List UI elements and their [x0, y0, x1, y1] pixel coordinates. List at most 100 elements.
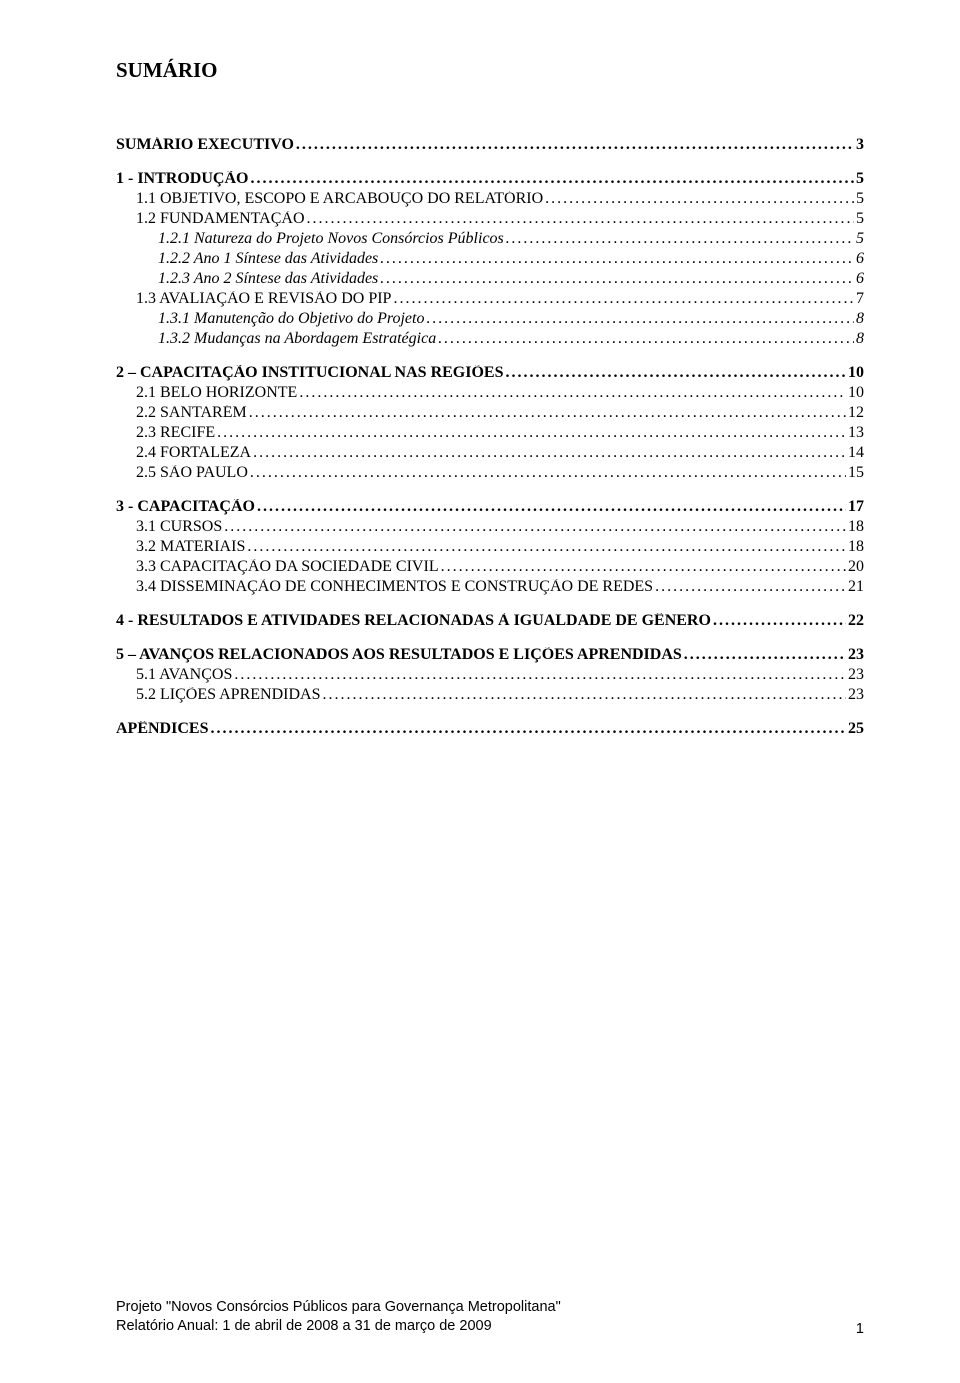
toc-entry: 2.3 RECIFE13 [116, 425, 864, 441]
toc-dot-leader [653, 579, 846, 595]
toc-entry-label: 5.2 LIÇÕES APRENDIDAS [136, 687, 320, 703]
toc-dot-leader [504, 231, 854, 247]
toc-entry: 5.2 LIÇÕES APRENDIDAS 23 [116, 687, 864, 703]
toc-entry-label: APÊNDICES [116, 721, 208, 737]
toc-entry-page: 5 [854, 211, 864, 227]
toc-entry-page: 25 [846, 721, 864, 737]
toc-entry-page: 23 [846, 667, 864, 683]
toc-entry-page: 3 [854, 137, 864, 153]
toc-entry-page: 8 [854, 331, 864, 347]
toc-entry-page: 21 [846, 579, 864, 595]
toc-entry-label: 3 - CAPACITAÇÃO [116, 499, 255, 515]
toc-dot-leader [248, 171, 854, 187]
footer-line-2: Relatório Anual: 1 de abril de 2008 a 31… [116, 1317, 561, 1337]
toc-entry-label: 3.3 CAPACITAÇÃO DA SOCIEDADE CIVIL [136, 559, 439, 575]
toc-dot-leader [436, 331, 854, 347]
toc-dot-leader [215, 425, 846, 441]
toc-dot-leader [297, 385, 846, 401]
toc-entry-label: 1.2.1 Natureza do Projeto Novos Consórci… [158, 231, 504, 247]
toc-entry-label: 3.4 DISSEMINAÇÃO DE CONHECIMENTOS E CONS… [136, 579, 653, 595]
page-title: SUMÁRIO [116, 58, 864, 83]
toc-dot-leader [378, 251, 854, 267]
toc-entry: 5.1 AVANÇOS 23 [116, 667, 864, 683]
toc-dot-leader [391, 291, 854, 307]
toc-dot-leader [320, 687, 846, 703]
toc-dot-leader [248, 465, 846, 481]
toc-dot-leader [251, 445, 846, 461]
toc-entry: 3.2 MATERIAIS 18 [116, 539, 864, 555]
toc-entry: 1 - INTRODUÇÃO 5 [116, 171, 864, 187]
toc-entry-label: 2 – CAPACITAÇÃO INSTITUCIONAL NAS REGIÕE… [116, 365, 503, 381]
toc-entry-page: 10 [846, 385, 864, 401]
toc-entry: 1.1 OBJETIVO, ESCOPO E ARCABOUÇO DO RELA… [116, 191, 864, 207]
toc-dot-leader [439, 559, 846, 575]
toc-entry-page: 10 [846, 365, 864, 381]
toc-dot-leader [305, 211, 855, 227]
toc-entry-label: 5.1 AVANÇOS [136, 667, 232, 683]
toc-entry-label: 2.4 FORTALEZA [136, 445, 251, 461]
toc-entry-page: 18 [846, 539, 864, 555]
toc-entry-label: 2.2 SANTARÉM [136, 405, 247, 421]
toc-entry-page: 23 [846, 687, 864, 703]
toc-entry: 1.2 FUNDAMENTAÇÃO 5 [116, 211, 864, 227]
toc-entry-label: 1.3.2 Mudanças na Abordagem Estratégica [158, 331, 436, 347]
toc-entry-label: 1.2 FUNDAMENTAÇÃO [136, 211, 305, 227]
toc-dot-leader [294, 137, 854, 153]
toc-entry-page: 5 [854, 171, 864, 187]
toc-entry-label: 4 - RESULTADOS E ATIVIDADES RELACIONADAS… [116, 613, 711, 629]
toc-entry-page: 17 [846, 499, 864, 515]
toc-entry: 1.2.2 Ano 1 Síntese das Atividades 6 [116, 251, 864, 267]
toc-entry-label: 2.5 SÃO PAULO [136, 465, 248, 481]
toc-entry: 3.3 CAPACITAÇÃO DA SOCIEDADE CIVIL 20 [116, 559, 864, 575]
footer-text: Projeto "Novos Consórcios Públicos para … [116, 1298, 561, 1337]
toc-dot-leader [222, 519, 846, 535]
toc-entry: 3 - CAPACITAÇÃO 17 [116, 499, 864, 515]
toc-entry: 3.1 CURSOS18 [116, 519, 864, 535]
toc-entry-label: 1.1 OBJETIVO, ESCOPO E ARCABOUÇO DO RELA… [136, 191, 543, 207]
toc-entry: 1.2.1 Natureza do Projeto Novos Consórci… [116, 231, 864, 247]
toc-entry-page: 22 [846, 613, 864, 629]
table-of-contents: SUMÁRIO EXECUTIVO 3 1 - INTRODUÇÃO 5 1.1 OBJ… [116, 137, 864, 737]
toc-entry-page: 12 [846, 405, 864, 421]
toc-entry: SUMÁRIO EXECUTIVO 3 [116, 137, 864, 153]
toc-dot-leader [378, 271, 854, 287]
toc-entry-label: 1 - INTRODUÇÃO [116, 171, 248, 187]
toc-entry-label: 1.2.2 Ano 1 Síntese das Atividades [158, 251, 378, 267]
toc-entry-page: 6 [854, 251, 864, 267]
toc-dot-leader [543, 191, 854, 207]
toc-dot-leader [208, 721, 846, 737]
toc-entry-page: 13 [846, 425, 864, 441]
toc-entry-page: 7 [854, 291, 864, 307]
toc-entry: 2 – CAPACITAÇÃO INSTITUCIONAL NAS REGIÕE… [116, 365, 864, 381]
toc-entry: APÊNDICES 25 [116, 721, 864, 737]
toc-entry-label: 1.3.1 Manutenção do Objetivo do Projeto [158, 311, 424, 327]
toc-entry: 3.4 DISSEMINAÇÃO DE CONHECIMENTOS E CONS… [116, 579, 864, 595]
toc-entry: 4 - RESULTADOS E ATIVIDADES RELACIONADAS… [116, 613, 864, 629]
toc-entry-label: 3.1 CURSOS [136, 519, 222, 535]
toc-entry: 1.3.1 Manutenção do Objetivo do Projeto8 [116, 311, 864, 327]
toc-entry: 2.1 BELO HORIZONTE 10 [116, 385, 864, 401]
toc-entry-label: 3.2 MATERIAIS [136, 539, 245, 555]
toc-entry-page: 5 [854, 191, 864, 207]
toc-entry: 5 – AVANÇOS RELACIONADOS AOS RESULTADOS … [116, 647, 864, 663]
toc-dot-leader [247, 405, 846, 421]
footer-line-1: Projeto "Novos Consórcios Públicos para … [116, 1298, 561, 1318]
toc-dot-leader [711, 613, 846, 629]
toc-entry-page: 14 [846, 445, 864, 461]
toc-entry-label: 1.3 AVALIAÇÃO E REVISÃO DO PIP [136, 291, 391, 307]
toc-entry: 2.5 SÃO PAULO 15 [116, 465, 864, 481]
toc-entry-page: 5 [854, 231, 864, 247]
toc-entry-page: 6 [854, 271, 864, 287]
toc-entry: 1.3.2 Mudanças na Abordagem Estratégica 8 [116, 331, 864, 347]
toc-dot-leader [424, 311, 854, 327]
toc-entry-label: 5 – AVANÇOS RELACIONADOS AOS RESULTADOS … [116, 647, 682, 663]
toc-entry-page: 20 [846, 559, 864, 575]
toc-dot-leader [503, 365, 846, 381]
toc-dot-leader [245, 539, 846, 555]
toc-entry-label: 1.2.3 Ano 2 Síntese das Atividades [158, 271, 378, 287]
toc-entry-label: SUMÁRIO EXECUTIVO [116, 137, 294, 153]
toc-entry: 1.3 AVALIAÇÃO E REVISÃO DO PIP 7 [116, 291, 864, 307]
toc-entry-page: 23 [846, 647, 864, 663]
toc-entry-label: 2.1 BELO HORIZONTE [136, 385, 297, 401]
toc-entry-page: 15 [846, 465, 864, 481]
